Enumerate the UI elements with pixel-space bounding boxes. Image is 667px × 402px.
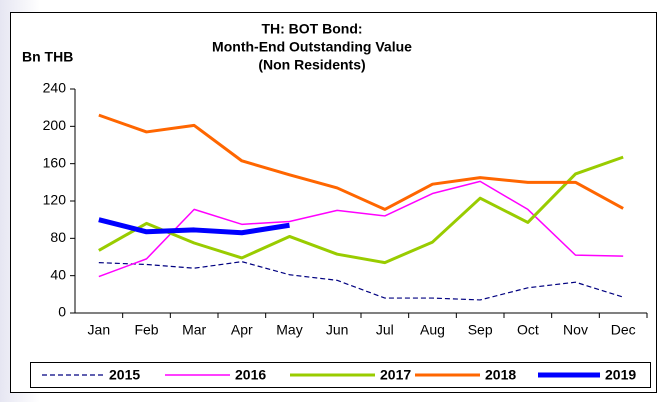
legend-label: 2017	[380, 367, 411, 383]
y-axis-label: Bn THB	[22, 49, 73, 65]
x-tick-label: Apr	[231, 322, 253, 338]
series-line	[98, 217, 290, 236]
chart-title: (Non Residents)	[258, 57, 365, 73]
y-tick-label: 40	[50, 266, 66, 282]
series-line	[98, 261, 624, 301]
x-tick-label: Jun	[326, 322, 349, 338]
chart-title: Month-End Outstanding Value	[212, 39, 412, 55]
series-line	[98, 155, 624, 265]
x-tick-label: Jul	[376, 322, 394, 338]
legend-label: 2016	[235, 367, 266, 383]
x-tick-label: Feb	[134, 322, 158, 338]
series-line	[98, 180, 624, 278]
y-tick-label: 0	[58, 304, 66, 320]
x-tick-label: Sep	[468, 322, 493, 338]
x-tick-label: Nov	[563, 322, 588, 338]
y-tick-label: 120	[43, 192, 67, 208]
legend-label: 2018	[485, 367, 516, 383]
x-tick-label: Oct	[517, 322, 539, 338]
x-tick-label: Aug	[420, 322, 445, 338]
legend-label: 2015	[109, 367, 140, 383]
y-tick-label: 240	[43, 80, 67, 96]
y-tick-label: 80	[50, 229, 66, 245]
x-tick-label: May	[276, 322, 302, 338]
x-tick-label: Jan	[88, 322, 111, 338]
y-tick-label: 160	[43, 154, 67, 170]
chart-title: TH: BOT Bond:	[261, 21, 362, 37]
legend-label: 2019	[605, 367, 636, 383]
series-line	[98, 113, 624, 211]
x-tick-label: Dec	[611, 322, 636, 338]
x-tick-label: Mar	[182, 322, 206, 338]
y-tick-label: 200	[43, 117, 67, 133]
